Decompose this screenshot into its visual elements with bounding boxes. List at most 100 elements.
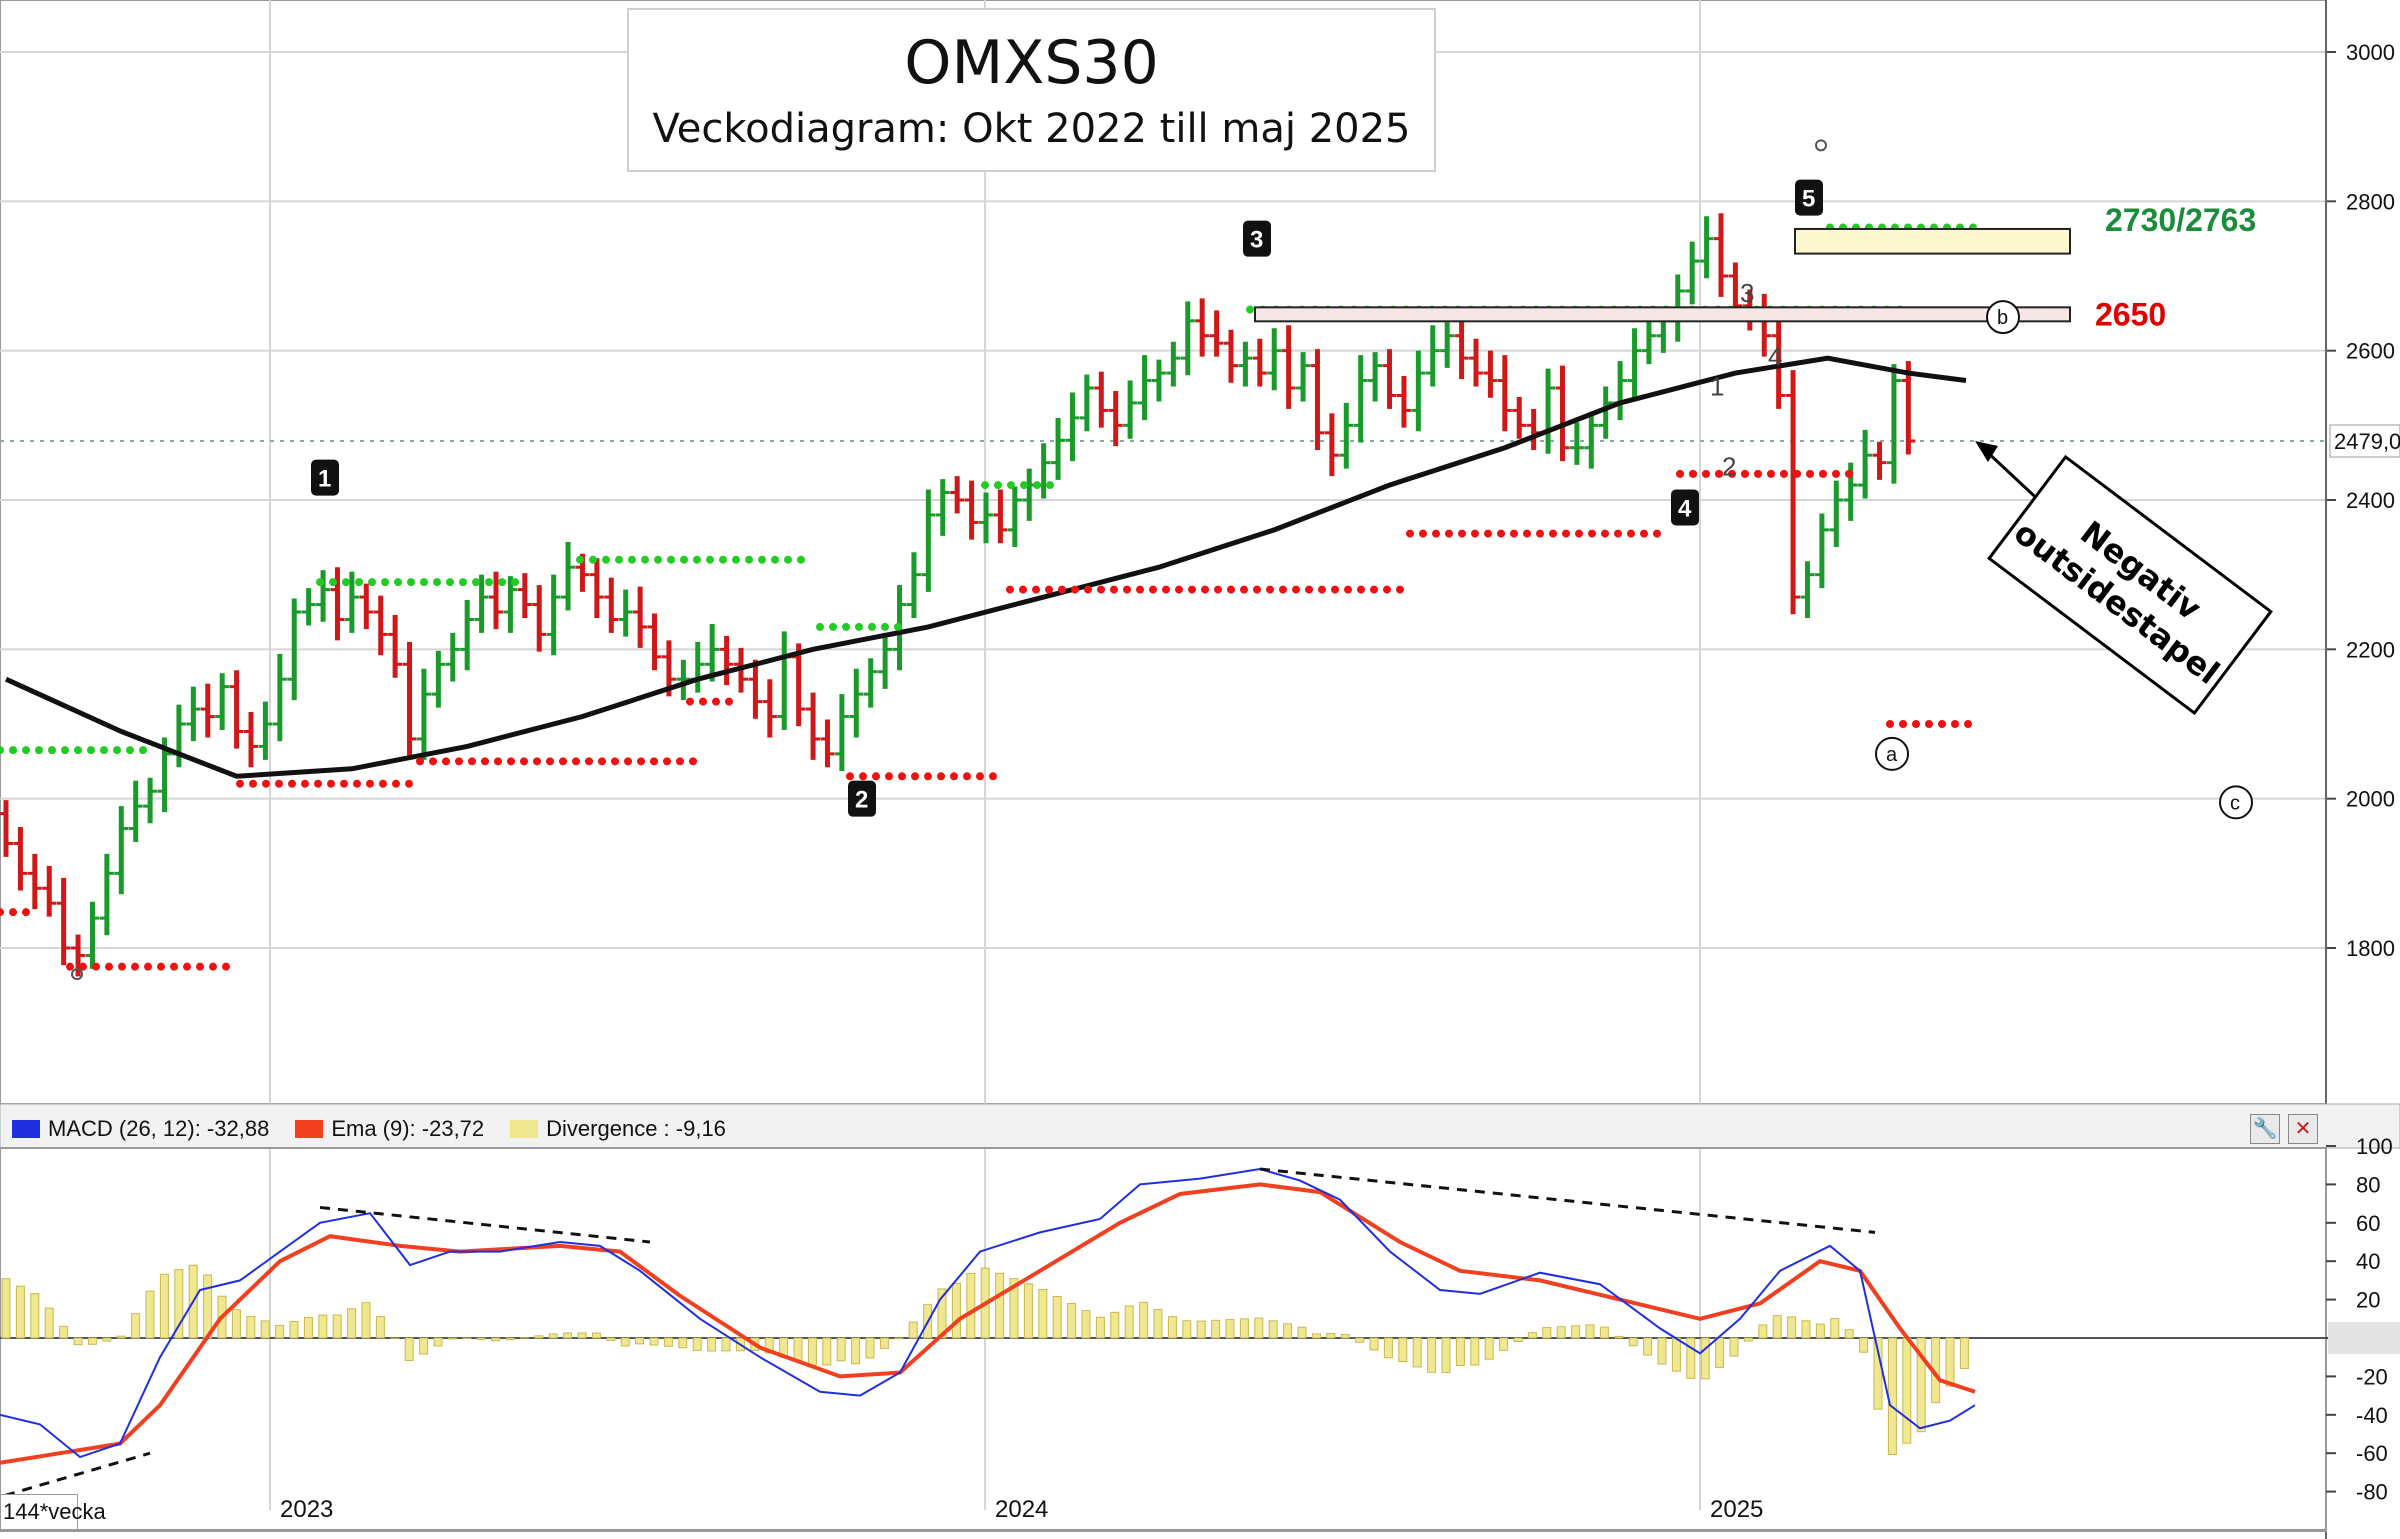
- level-dot: [994, 481, 1002, 490]
- level-dot: [1562, 529, 1570, 538]
- level-dot: [637, 757, 645, 766]
- level-dot: [100, 746, 108, 755]
- level-dot: [1728, 469, 1736, 478]
- wrench-icon[interactable]: 🔧: [2250, 1114, 2280, 1144]
- level-dot: [459, 578, 467, 587]
- divergence-bar: [203, 1274, 213, 1339]
- level-dot: [1510, 529, 1518, 538]
- level-dot: [885, 772, 893, 781]
- close-icon[interactable]: ✕: [2288, 1114, 2318, 1144]
- level-dot: [1471, 529, 1479, 538]
- divergence-bar: [1729, 1337, 1739, 1357]
- level-dot: [963, 772, 971, 781]
- macd-line: [0, 1168, 1976, 1459]
- level-dot: [485, 578, 493, 587]
- divergence-bar: [879, 1337, 889, 1349]
- divergence-bar: [764, 1337, 774, 1354]
- divergence-bar: [707, 1337, 717, 1352]
- divergence-bar: [1124, 1305, 1134, 1339]
- circled-letter-text: c: [2230, 792, 2240, 814]
- divergence-bar: [635, 1337, 645, 1345]
- divergence-bar: [1715, 1337, 1725, 1368]
- divergence-bar: [1254, 1317, 1264, 1339]
- divergence-bar: [159, 1273, 169, 1339]
- divergence-bar: [1556, 1326, 1566, 1339]
- level-dot: [797, 555, 805, 564]
- current-price-tag: [2329, 424, 2400, 458]
- level-dot: [1912, 720, 1920, 728]
- level-dot: [937, 772, 945, 781]
- level-dot: [170, 962, 178, 971]
- wave-label-box: [1243, 220, 1271, 257]
- divergence-bar: [145, 1290, 155, 1339]
- level-dot: [1588, 529, 1596, 538]
- divergence-bar: [1787, 1316, 1797, 1339]
- divergence-trendline: [4, 1451, 151, 1497]
- divergence-bar: [865, 1337, 875, 1359]
- divergence-bar: [347, 1308, 357, 1339]
- divergence-bar: [1412, 1337, 1422, 1368]
- level-dot: [686, 697, 694, 706]
- divergence-bar: [1326, 1332, 1336, 1339]
- level-dot: [92, 962, 100, 971]
- level-dot: [650, 757, 658, 766]
- divergence-bar: [1009, 1278, 1019, 1339]
- divergence-bar: [1844, 1329, 1854, 1339]
- level-dot: [9, 746, 17, 755]
- subwave-label: 3: [1740, 278, 1754, 308]
- divergence-bar: [937, 1288, 947, 1339]
- circled-letter-text: b: [1997, 307, 2008, 329]
- level-dot: [1614, 529, 1622, 538]
- level-dot: [316, 578, 324, 587]
- divergence-bar: [1268, 1320, 1278, 1339]
- macd-panel: 100806040200-20-40-60-80: [0, 1103, 2400, 1532]
- level-dot: [1071, 585, 1079, 594]
- level-dot: [379, 779, 387, 788]
- divergence-bar: [1211, 1319, 1221, 1339]
- level-dot: [1938, 720, 1946, 728]
- macd-tick-label: -40: [2356, 1403, 2388, 1428]
- level-dot: [405, 779, 413, 788]
- y-tick-label: 2800: [2346, 189, 2395, 214]
- level-dot: [420, 578, 428, 587]
- level-dot: [598, 757, 606, 766]
- annotations: 2730/2763 2650 1 2 3 4 5 1 2 3 4 a b c: [71, 139, 2256, 981]
- divergence-bar: [1283, 1323, 1293, 1339]
- divergence-bar: [462, 1337, 472, 1340]
- macd-zero-tag: [2328, 1322, 2400, 1354]
- chart-title: OMXS30: [904, 28, 1159, 98]
- period-selector[interactable]: 144*vecka: [0, 1494, 106, 1530]
- divergence-bar: [1038, 1288, 1048, 1339]
- level-dot: [1819, 469, 1827, 478]
- y-tick-label: 1800: [2346, 936, 2395, 961]
- level-dot: [392, 779, 400, 788]
- level-dot: [416, 757, 424, 766]
- level-dot: [1419, 529, 1427, 538]
- callout-arrow-head: [1975, 441, 1998, 462]
- divergence-bar: [966, 1272, 976, 1339]
- level-dot: [511, 578, 519, 587]
- chart-title-box: OMXS30 Veckodiagram: Okt 2022 till maj 2…: [627, 8, 1436, 172]
- level-dot: [1006, 585, 1014, 594]
- macd-tick-label: 20: [2356, 1288, 2380, 1313]
- divergence-bar: [174, 1269, 184, 1339]
- level-dot: [881, 622, 889, 631]
- level-dot: [1715, 469, 1723, 478]
- divergence-bar: [1081, 1310, 1091, 1339]
- level-dot: [9, 908, 17, 917]
- level-dot: [429, 757, 437, 766]
- subwave-label: 4: [1768, 342, 1782, 372]
- level-dot: [745, 555, 753, 564]
- divergence-bar: [1095, 1316, 1105, 1339]
- level-dot: [1020, 481, 1028, 490]
- level-dot: [1780, 469, 1788, 478]
- b-level-label: 2650: [2095, 296, 2166, 332]
- level-dot: [236, 779, 244, 788]
- level-dot: [1627, 529, 1635, 538]
- level-dot: [533, 757, 541, 766]
- level-dot: [87, 746, 95, 755]
- level-dot: [924, 772, 932, 781]
- divergence-bar: [649, 1337, 659, 1346]
- level-dot: [1123, 585, 1131, 594]
